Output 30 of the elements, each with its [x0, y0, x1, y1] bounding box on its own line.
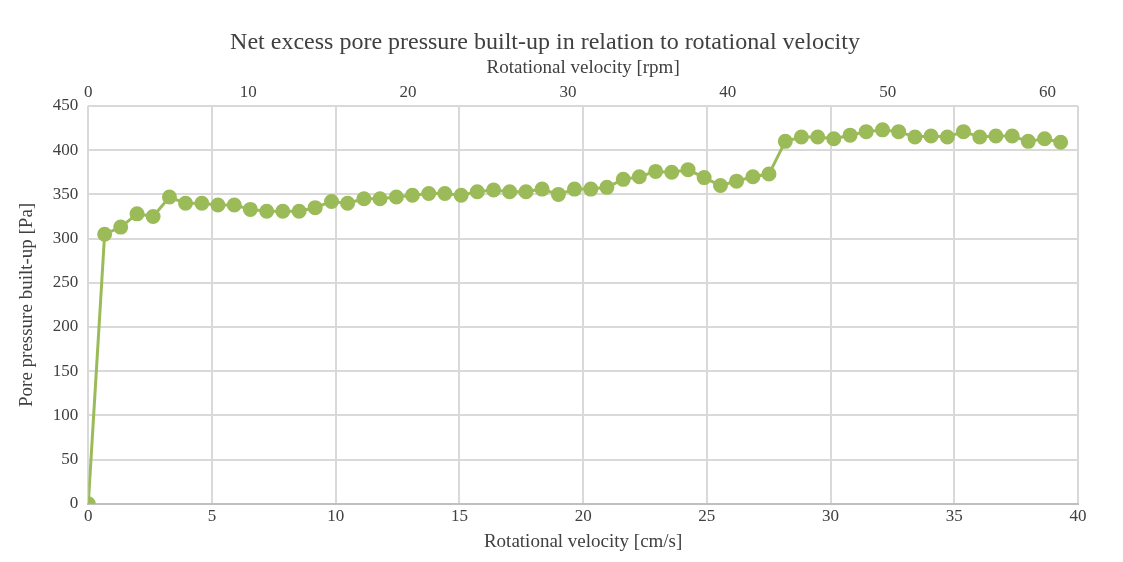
y-tick-label: 200: [52, 316, 79, 336]
y-tick-label: 0: [69, 493, 79, 513]
x-tick-label: 25: [698, 506, 716, 526]
x2-tick-label: 10: [239, 82, 257, 102]
x-tick-label: 10: [327, 506, 345, 526]
x2-tick-label: 30: [559, 82, 577, 102]
y-axis-title: Pore pressure built-up [Pa]: [15, 202, 37, 408]
y-tick-label: 100: [52, 404, 79, 424]
x2-tick-label: 0: [84, 82, 93, 102]
x-tick-label: 35: [945, 506, 963, 526]
x-tick-label: 5: [207, 506, 217, 526]
y-tick-label: 400: [52, 139, 79, 159]
x2-tick-label: 60: [1039, 82, 1057, 102]
y-tick-label: 250: [52, 272, 79, 292]
y-tick-label: 150: [52, 360, 79, 380]
y-tick-label: 350: [52, 183, 79, 203]
x-tick-label: 20: [574, 506, 592, 526]
x2-tick-label: 20: [399, 82, 417, 102]
x-tick-label: 15: [450, 506, 468, 526]
chart-title: Net excess pore pressure built-up in relation to rotational velocity: [230, 27, 860, 54]
x2-tick-label: 40: [719, 82, 737, 102]
y-tick-label: 450: [52, 95, 79, 115]
x-tick-label: 0: [84, 506, 93, 526]
x-tick-label: 40: [1069, 506, 1087, 526]
x-axis-title: Rotational velocity [cm/s]: [483, 529, 683, 551]
y-tick-label: 50: [61, 449, 79, 469]
y-tick-label: 300: [52, 228, 79, 248]
x2-axis-title: Rotational velocity [rpm]: [486, 56, 680, 78]
x-tick-label: 30: [822, 506, 840, 526]
x2-tick-label: 50: [879, 82, 897, 102]
